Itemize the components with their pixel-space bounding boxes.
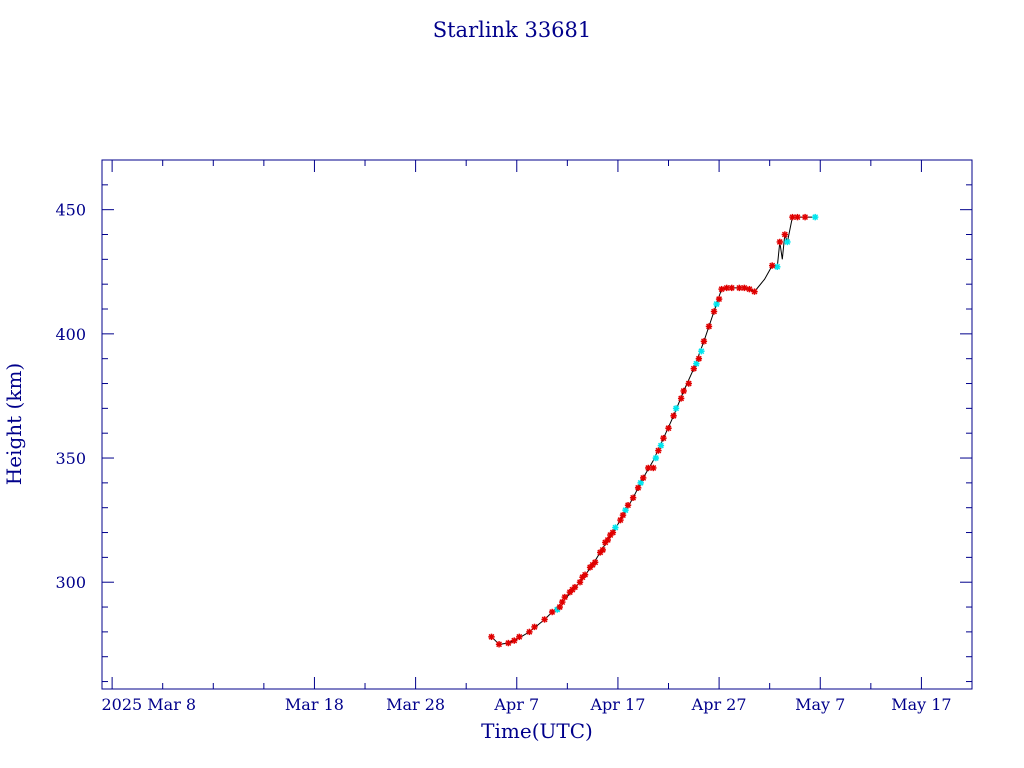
- primary-point: [677, 395, 685, 402]
- secondary-point: [784, 238, 791, 246]
- secondary-point: [637, 479, 644, 487]
- primary-point: [629, 494, 637, 501]
- primary-point: [718, 285, 725, 293]
- primary-point: [640, 474, 647, 482]
- primary-point: [670, 412, 677, 420]
- primary-markers: [488, 213, 809, 648]
- y-tick-label: 450: [55, 201, 86, 220]
- primary-point: [609, 529, 617, 536]
- y-tick-label: 350: [55, 449, 86, 468]
- x-tick-label: May 17: [891, 695, 951, 714]
- primary-point: [511, 637, 518, 644]
- primary-point: [581, 571, 589, 578]
- secondary-point: [622, 506, 629, 514]
- x-tick-label: Mar 18: [285, 695, 344, 714]
- primary-point: [746, 285, 753, 293]
- primary-point: [705, 323, 713, 330]
- x-tick-label: Apr 17: [589, 695, 645, 714]
- secondary-point: [693, 360, 700, 367]
- primary-point: [576, 579, 584, 586]
- x-tick-label: May 7: [795, 695, 845, 714]
- x-tick-label: Apr 27: [691, 695, 747, 714]
- primary-point: [801, 213, 809, 221]
- primary-point: [715, 295, 723, 303]
- x-tick-label: Apr 7: [493, 695, 539, 714]
- y-axis-ticks: [102, 159, 972, 683]
- primary-point: [710, 308, 718, 315]
- primary-point: [541, 616, 548, 623]
- primary-point: [794, 213, 801, 221]
- primary-point: [526, 628, 533, 636]
- x-tick-label: 2025 Mar 8: [101, 695, 196, 714]
- primary-point: [531, 623, 538, 631]
- primary-point: [741, 284, 748, 292]
- secondary-point: [672, 405, 680, 412]
- secondary-point: [774, 263, 781, 270]
- primary-point: [751, 288, 758, 295]
- primary-point: [660, 434, 667, 442]
- primary-point: [619, 511, 627, 519]
- primary-point: [495, 641, 503, 648]
- plot-frame: [101, 159, 973, 690]
- primary-point: [650, 464, 657, 472]
- primary-point: [516, 633, 523, 641]
- primary-point: [599, 546, 606, 554]
- primary-point: [624, 502, 632, 509]
- primary-point: [591, 559, 599, 566]
- primary-point: [680, 387, 687, 395]
- primary-point: [561, 593, 569, 601]
- primary-point: [690, 365, 698, 372]
- primary-point: [736, 284, 743, 292]
- secondary-point: [652, 454, 660, 462]
- primary-point: [571, 583, 579, 591]
- secondary-point: [811, 213, 819, 221]
- y-axis-label: Height (km): [2, 363, 26, 485]
- primary-point: [685, 380, 692, 387]
- primary-point: [488, 633, 495, 641]
- primary-point: [556, 603, 563, 611]
- y-tick-label: 300: [55, 573, 86, 592]
- primary-point: [781, 231, 789, 238]
- primary-point: [559, 598, 566, 606]
- y-axis-tick-labels: 300 350 400 450: [55, 201, 86, 593]
- primary-point: [769, 262, 776, 269]
- primary-point: [776, 238, 783, 246]
- x-axis-tick-labels: 2025 Mar 8 Mar 18 Mar 28 Apr 7 Apr 17 Apr 27 M…: [101, 695, 951, 714]
- secondary-point: [698, 348, 705, 355]
- x-axis-label: Time(UTC): [481, 719, 593, 743]
- secondary-point: [713, 300, 720, 308]
- secondary-markers: [554, 213, 819, 613]
- primary-point: [604, 536, 612, 544]
- primary-point: [505, 639, 512, 647]
- x-tick-label: Mar 28: [386, 695, 445, 714]
- x-axis-ticks: [111, 160, 922, 689]
- primary-point: [695, 355, 703, 362]
- y-tick-label: 400: [55, 325, 86, 344]
- height-line: [491, 216, 816, 645]
- primary-point: [634, 484, 642, 492]
- primary-point: [665, 425, 672, 432]
- chart-title: Starlink 33681: [433, 18, 592, 42]
- primary-point: [728, 284, 735, 292]
- primary-point: [700, 338, 708, 345]
- primary-point: [655, 447, 662, 454]
- secondary-point: [612, 524, 619, 531]
- primary-point: [645, 464, 652, 472]
- secondary-point: [657, 442, 665, 449]
- primary-point: [548, 608, 556, 616]
- primary-point: [617, 516, 624, 524]
